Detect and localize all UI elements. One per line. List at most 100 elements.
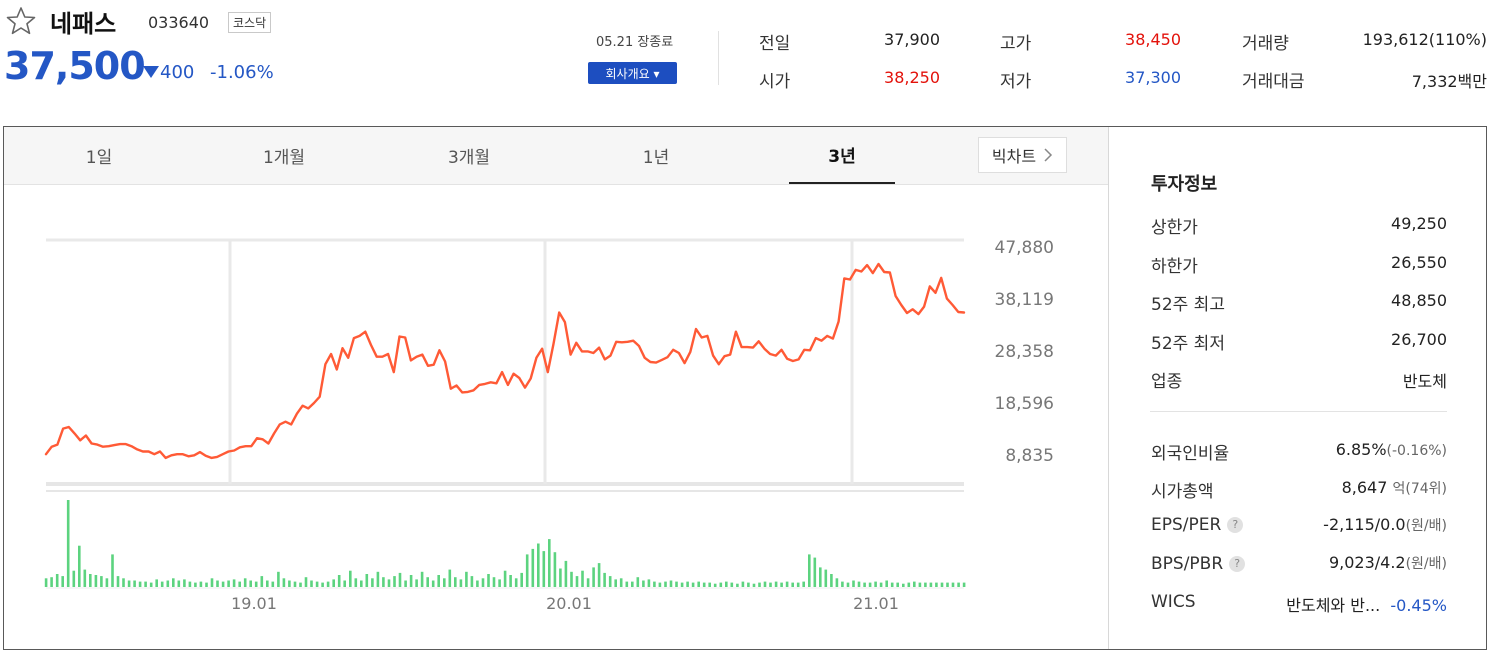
volume-bar bbox=[951, 582, 955, 587]
volume-bar bbox=[619, 578, 623, 587]
volume-bar bbox=[819, 567, 822, 587]
favorite-star-icon[interactable] bbox=[6, 6, 36, 36]
volume-bar bbox=[559, 568, 562, 587]
open-value: 38,250 bbox=[884, 68, 940, 87]
volume-bar bbox=[962, 582, 966, 587]
w52-high-label: 52주 최고 bbox=[1151, 295, 1225, 315]
volume-bar bbox=[293, 581, 297, 587]
industry-label: 업종 bbox=[1151, 372, 1183, 392]
stock-name: 네패스 bbox=[50, 10, 117, 38]
volume-bar bbox=[393, 576, 396, 587]
upper-limit-label: 상한가 bbox=[1151, 218, 1198, 238]
volume-bar bbox=[183, 579, 186, 587]
company-overview-button[interactable]: 회사개요 ▾ bbox=[588, 62, 677, 84]
volume-bar bbox=[387, 579, 391, 587]
wics-value: 반도체와 반... -0.45% bbox=[1240, 592, 1447, 616]
price-line bbox=[44, 262, 966, 460]
y-tick-label: 28,358 bbox=[995, 342, 1054, 362]
bps-help-icon[interactable]: ? bbox=[1229, 556, 1246, 572]
w52-high-value: 48,850 bbox=[1391, 291, 1447, 310]
volume-bar bbox=[625, 581, 629, 587]
y-tick-label: 18,596 bbox=[995, 394, 1054, 414]
lower-limit-value: 26,550 bbox=[1391, 253, 1447, 272]
volume-bar bbox=[166, 580, 170, 587]
volume-bar bbox=[719, 582, 723, 587]
tab-1y[interactable]: 1년 bbox=[642, 148, 670, 168]
volume-bar bbox=[791, 582, 794, 587]
volume-bar bbox=[642, 580, 645, 587]
chart-grid bbox=[46, 238, 964, 589]
stock-code: 033640 bbox=[148, 13, 210, 32]
volume-bar bbox=[55, 574, 59, 587]
current-price: 37,500 bbox=[4, 44, 146, 88]
prev-close-label: 전일 bbox=[759, 34, 791, 54]
open-label: 시가 bbox=[759, 72, 791, 92]
volume-bar bbox=[896, 582, 899, 587]
tab-3m[interactable]: 3개월 bbox=[447, 148, 491, 168]
volume-bar bbox=[266, 580, 269, 587]
volume-bar bbox=[597, 563, 601, 587]
volume-bar bbox=[138, 581, 142, 587]
volume-bar bbox=[326, 581, 330, 587]
volume-bar bbox=[404, 580, 407, 587]
volume-bar bbox=[227, 580, 230, 587]
wics-change: -0.45% bbox=[1390, 596, 1447, 615]
volume-bar bbox=[736, 583, 739, 587]
volume-bar bbox=[310, 580, 313, 587]
volume-bar bbox=[747, 582, 750, 587]
volume-bar bbox=[205, 582, 208, 587]
volume-bar bbox=[503, 570, 507, 587]
market-badge: 코스닥 bbox=[228, 12, 272, 33]
volume-bar bbox=[603, 572, 606, 587]
tab-3y[interactable]: 3년 bbox=[789, 127, 895, 184]
low-value: 37,300 bbox=[1125, 68, 1181, 87]
volume-bar bbox=[929, 582, 933, 587]
volume-bar bbox=[769, 582, 772, 587]
investment-divider bbox=[1150, 411, 1447, 412]
volume-bar bbox=[531, 548, 535, 587]
bigchart-button[interactable]: 빅차트 bbox=[978, 137, 1067, 173]
volume-bar bbox=[111, 554, 114, 587]
company-overview-label: 회사개요 ▾ bbox=[605, 66, 660, 81]
chevron-right-icon bbox=[1044, 148, 1053, 162]
volume-bar bbox=[44, 578, 48, 587]
volume-bar bbox=[304, 577, 308, 587]
volume-bar bbox=[431, 580, 435, 587]
volume-bar bbox=[808, 554, 811, 587]
volume-bar bbox=[144, 581, 147, 587]
volume-bar bbox=[409, 575, 413, 587]
volume-bar bbox=[282, 578, 286, 587]
volume-bar bbox=[476, 580, 479, 587]
volume-bar bbox=[426, 577, 429, 587]
industry-value[interactable]: 반도체 bbox=[1402, 372, 1447, 391]
eps-per-text: EPS/PER bbox=[1151, 515, 1222, 535]
volume-bar bbox=[708, 582, 711, 587]
volume-bar bbox=[199, 581, 203, 587]
w52-low-value: 26,700 bbox=[1391, 330, 1447, 349]
x-axis-labels: 19.01 20.01 21.01 bbox=[231, 594, 899, 613]
volume-bar bbox=[172, 578, 175, 587]
volume-bar bbox=[957, 582, 960, 587]
bps-pbr-value: 9,023/4.2(원/배) bbox=[1270, 553, 1447, 573]
tab-1m[interactable]: 1개월 bbox=[262, 148, 306, 168]
tab-1d[interactable]: 1일 bbox=[85, 148, 113, 168]
volume-bar bbox=[343, 580, 346, 587]
volume-bar bbox=[890, 582, 894, 587]
volume-bar bbox=[271, 581, 275, 587]
y-axis-labels: 47,880 38,119 28,358 18,596 8,835 bbox=[995, 238, 1054, 466]
volume-bar bbox=[830, 574, 833, 587]
volume-bar bbox=[570, 571, 573, 587]
foreign-ratio-label: 외국인비율 bbox=[1151, 444, 1230, 464]
wics-sector[interactable]: 반도체와 반... bbox=[1286, 596, 1381, 615]
down-triangle-icon bbox=[143, 66, 159, 78]
volume-bar bbox=[581, 570, 584, 587]
volume-bar bbox=[730, 582, 734, 587]
volume-bar bbox=[83, 569, 87, 587]
volume-bar bbox=[636, 577, 640, 587]
eps-help-icon[interactable]: ? bbox=[1227, 517, 1244, 533]
price-chart[interactable]: 47,880 38,119 28,358 18,596 8,835 19.01 20.01… bbox=[0, 0, 1108, 653]
x-tick-label: 20.01 bbox=[546, 594, 592, 613]
volume-bar bbox=[713, 583, 717, 587]
volume-bar bbox=[514, 578, 518, 587]
volume-bar bbox=[907, 582, 911, 587]
